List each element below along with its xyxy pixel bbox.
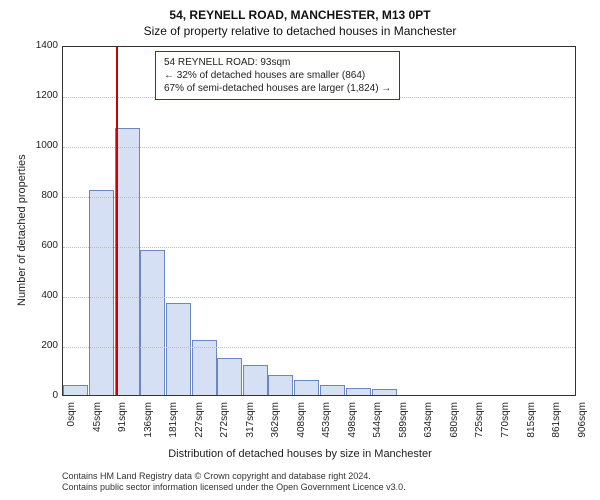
footer-line1: Contains HM Land Registry data © Crown c… [62, 471, 406, 483]
footer-line2: Contains public sector information licen… [62, 482, 406, 494]
histogram-bar [89, 190, 114, 395]
xtick-label: 680sqm [449, 402, 460, 442]
xtick-label: 498sqm [347, 402, 358, 442]
histogram-bar [268, 375, 293, 395]
xtick-label: 815sqm [526, 402, 537, 442]
chart-title-line1: 54, REYNELL ROAD, MANCHESTER, M13 0PT [0, 8, 600, 22]
xtick-label: 725sqm [474, 402, 485, 442]
histogram-bar [217, 358, 242, 396]
xtick-label: 453sqm [321, 402, 332, 442]
info-box-line2: ← 32% of detached houses are smaller (86… [164, 69, 391, 82]
histogram-bar [346, 388, 371, 396]
property-marker-line [116, 47, 118, 395]
info-box-line3: 67% of semi-detached houses are larger (… [164, 82, 391, 95]
xtick-label: 272sqm [219, 402, 230, 442]
ytick-label: 1400 [8, 40, 58, 51]
histogram-bar [372, 389, 397, 395]
histogram-bar [294, 380, 319, 395]
histogram-chart: 54, REYNELL ROAD, MANCHESTER, M13 0PT Si… [0, 0, 600, 500]
histogram-bar [243, 365, 268, 395]
plot-area: 54 REYNELL ROAD: 93sqm ← 32% of detached… [62, 46, 576, 396]
ytick-label: 1000 [8, 140, 58, 151]
histogram-bar [140, 250, 165, 395]
footer: Contains HM Land Registry data © Crown c… [62, 471, 406, 494]
xtick-label: 634sqm [423, 402, 434, 442]
xtick-label: 770sqm [500, 402, 511, 442]
histogram-bar [115, 128, 140, 396]
x-axis-label: Distribution of detached houses by size … [0, 448, 600, 460]
xtick-label: 45sqm [92, 402, 103, 442]
xtick-label: 181sqm [168, 402, 179, 442]
xtick-label: 906sqm [577, 402, 588, 442]
histogram-bar [63, 385, 88, 395]
xtick-label: 544sqm [372, 402, 383, 442]
histogram-bar [320, 385, 345, 395]
info-box-line1: 54 REYNELL ROAD: 93sqm [164, 56, 391, 69]
xtick-label: 136sqm [143, 402, 154, 442]
info-box: 54 REYNELL ROAD: 93sqm ← 32% of detached… [155, 51, 400, 100]
xtick-label: 0sqm [66, 402, 77, 442]
xtick-label: 861sqm [551, 402, 562, 442]
ytick-label: 1200 [8, 90, 58, 101]
ytick-label: 0 [8, 390, 58, 401]
xtick-label: 227sqm [194, 402, 205, 442]
xtick-label: 362sqm [270, 402, 281, 442]
histogram-bar [192, 340, 217, 395]
chart-title-line2: Size of property relative to detached ho… [0, 24, 600, 38]
xtick-label: 589sqm [398, 402, 409, 442]
ytick-label: 200 [8, 340, 58, 351]
xtick-label: 408sqm [296, 402, 307, 442]
xtick-label: 317sqm [245, 402, 256, 442]
y-axis-label: Number of detached properties [16, 154, 28, 306]
histogram-bar [166, 303, 191, 396]
xtick-label: 91sqm [117, 402, 128, 442]
